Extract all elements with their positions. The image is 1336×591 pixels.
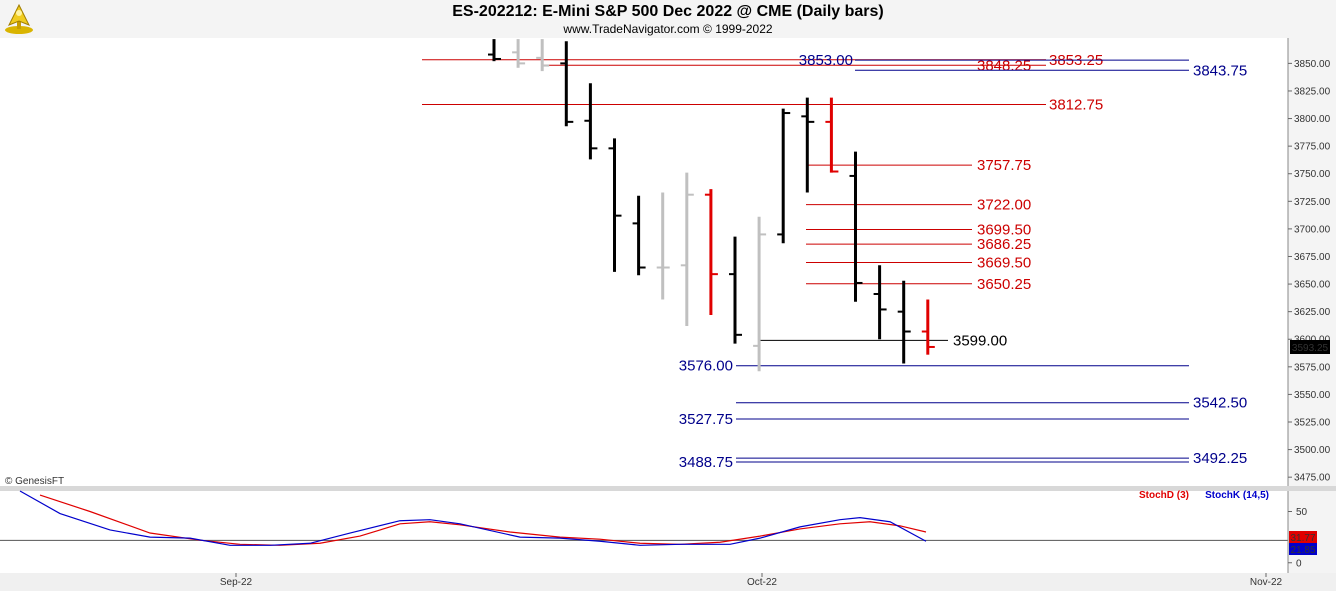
price-tick-label: 3725.00	[1294, 197, 1331, 208]
chart-header: ES-202212: E-Mini S&P 500 Dec 2022 @ CME…	[0, 0, 1336, 38]
price-bar[interactable]	[849, 151, 863, 302]
legend-stoch-d: StochD (3)	[1139, 490, 1189, 501]
price-bar[interactable]	[680, 172, 694, 326]
price-tick-label: 3775.00	[1294, 142, 1331, 153]
price-tick-label: 3650.00	[1294, 280, 1331, 291]
price-bar[interactable]	[632, 195, 646, 276]
level-label: 3599.00	[953, 332, 1007, 349]
price-bar[interactable]	[704, 189, 718, 315]
price-bar[interactable]	[777, 108, 791, 244]
price-tick-label: 3675.00	[1294, 252, 1331, 263]
price-tick-label: 3625.00	[1294, 307, 1331, 318]
price-bar[interactable]	[488, 39, 501, 62]
level-label: 3757.75	[977, 157, 1031, 174]
copyright-text: © GenesisFT	[5, 476, 64, 487]
level-label: 3650.25	[977, 276, 1031, 293]
price-tick-label: 3475.00	[1294, 473, 1331, 484]
date-tick-label: Nov-22	[1250, 577, 1283, 588]
price-bar[interactable]	[584, 83, 598, 160]
price-tick-label: 3525.00	[1294, 418, 1331, 429]
price-bar[interactable]	[536, 39, 550, 72]
legend-stoch-k: StochK (14,5)	[1205, 490, 1269, 501]
panel-separator[interactable]	[0, 486, 1336, 491]
level-label: 3669.50	[977, 255, 1031, 272]
level-label: 3843.75	[1193, 62, 1247, 79]
price-bar[interactable]	[753, 216, 767, 372]
price-bar[interactable]	[729, 236, 742, 344]
chart-title: ES-202212: E-Mini S&P 500 Dec 2022 @ CME…	[452, 3, 884, 20]
price-bar[interactable]	[825, 97, 839, 173]
stoch-k-last-tag: 21.85	[1289, 543, 1317, 556]
stoch-k-line	[19, 490, 927, 546]
stoch-d-line	[39, 494, 927, 546]
price-bar[interactable]	[560, 41, 574, 127]
stoch-tick-label: 50	[1296, 507, 1308, 518]
price-bar[interactable]	[656, 192, 670, 300]
last-price-label: 3593.25	[1292, 343, 1329, 354]
price-tick-label: 3700.00	[1294, 224, 1331, 235]
price-panel[interactable]	[0, 38, 1288, 486]
price-tick-label: 3800.00	[1294, 114, 1331, 125]
price-tick-label: 3550.00	[1294, 390, 1331, 401]
price-tick-label: 3825.00	[1294, 86, 1331, 97]
level-label: 3699.50	[977, 221, 1031, 238]
level-label: 3527.75	[679, 411, 733, 428]
price-bar[interactable]	[873, 265, 887, 340]
last-price-tag: 3593.25	[1290, 340, 1330, 354]
date-axis[interactable]	[0, 573, 1336, 591]
chart-subtitle: www.TradeNavigator.com © 1999-2022	[563, 22, 773, 36]
price-bar[interactable]	[897, 280, 911, 364]
stochastic-panel[interactable]	[0, 491, 1288, 573]
price-tick-label: 3575.00	[1294, 362, 1331, 373]
level-label: 3812.75	[1049, 96, 1103, 113]
price-tick-label: 3500.00	[1294, 445, 1331, 456]
price-bar[interactable]	[921, 299, 935, 355]
stoch-tick-label: 0	[1296, 558, 1302, 569]
level-label: 3686.25	[977, 236, 1031, 253]
price-bar[interactable]	[512, 39, 526, 68]
price-tick-label: 3750.00	[1294, 169, 1331, 180]
level-label: 3488.75	[679, 454, 733, 471]
level-label: 3722.00	[977, 197, 1031, 214]
date-tick-label: Oct-22	[747, 577, 777, 588]
price-bar[interactable]	[801, 97, 815, 193]
date-tick-label: Sep-22	[220, 577, 253, 588]
stoch-d-last-tag: 31.77	[1289, 531, 1317, 544]
stoch-d-last-value: 31.77	[1290, 533, 1315, 544]
stoch-k-last-value: 21.85	[1290, 545, 1315, 556]
level-label: 3853.00	[799, 52, 853, 69]
level-label: 3492.25	[1193, 450, 1247, 467]
price-bar[interactable]	[608, 138, 622, 272]
level-label: 3542.50	[1193, 395, 1247, 412]
price-tick-label: 3850.00	[1294, 59, 1331, 70]
level-label: 3576.00	[679, 358, 733, 375]
navigator-logo-icon	[5, 3, 33, 34]
